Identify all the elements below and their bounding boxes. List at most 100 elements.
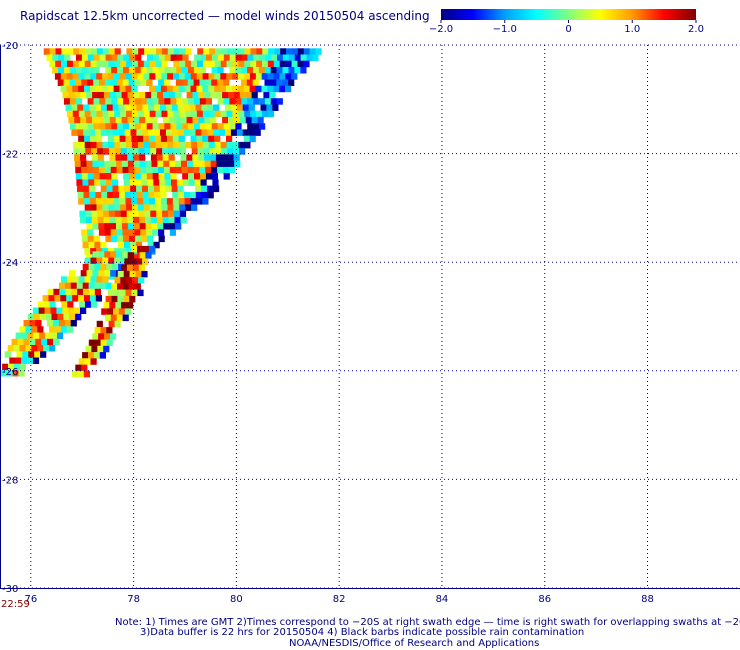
heat-cell [159, 185, 166, 193]
heat-cell [217, 67, 224, 74]
heat-cell [127, 160, 135, 168]
heat-cell [189, 104, 196, 111]
heat-cell [111, 283, 118, 290]
heat-cell [87, 166, 94, 174]
heat-cell [248, 129, 255, 136]
heat-cell [132, 210, 139, 218]
heat-cell [156, 216, 163, 224]
heat-cell [51, 313, 58, 321]
heat-cell [98, 92, 105, 99]
heat-cell [256, 110, 263, 118]
heat-cell [297, 48, 304, 55]
heat-cell [77, 191, 84, 199]
heat-cell [104, 160, 111, 168]
y-tick-label: -26 [2, 367, 18, 378]
heat-cell [74, 92, 81, 99]
heat-cell [111, 54, 118, 61]
heat-cell [208, 73, 215, 80]
heat-cell [171, 129, 178, 136]
heat-cell [183, 129, 190, 136]
heat-cell [102, 141, 109, 149]
heat-cell [129, 54, 136, 61]
heat-cell [164, 54, 171, 61]
heat-cell [80, 92, 87, 99]
heat-cell [29, 338, 36, 346]
heat-cell [169, 160, 176, 168]
heat-cell [116, 314, 123, 322]
heat-cell [114, 204, 121, 211]
heat-cell [134, 123, 142, 130]
heat-cell [177, 129, 184, 136]
heat-cell [38, 307, 45, 314]
heat-cell [110, 229, 117, 236]
heat-cell [43, 301, 50, 308]
heat-cell [131, 198, 138, 205]
colorbar-tick-label: −2.0 [429, 24, 453, 35]
heat-cell [169, 166, 176, 174]
heat-cell [109, 333, 117, 340]
heat-cell [121, 92, 128, 99]
heat-cell [208, 135, 215, 143]
heat-cell [102, 73, 109, 80]
heat-cell [149, 141, 156, 149]
heat-cell [300, 67, 307, 74]
heat-cell [64, 54, 71, 61]
heat-cell [0, 370, 7, 377]
heat-cell [134, 98, 142, 105]
heat-cell [74, 307, 81, 314]
heat-cell [120, 148, 127, 155]
heat-cell [165, 104, 173, 111]
heat-cell [22, 351, 29, 358]
heat-cell [243, 85, 250, 93]
heat-cell [132, 277, 139, 284]
heat-cell [146, 123, 153, 130]
heat-cell [160, 104, 167, 111]
heat-cell [33, 332, 40, 339]
heat-cell [107, 198, 114, 205]
heat-cell [202, 85, 209, 93]
heat-cell [211, 79, 218, 86]
heat-cell [143, 135, 150, 143]
heat-cell [73, 148, 80, 155]
heat-cell [139, 216, 146, 224]
note-line-1: Note: 1) Times are GMT 2)Times correspon… [115, 617, 740, 628]
heat-cell [276, 67, 283, 74]
heat-cell [102, 48, 109, 55]
heat-cell [110, 314, 117, 322]
heat-cell [148, 245, 155, 253]
heat-cell [282, 79, 289, 86]
heat-cell [180, 116, 187, 124]
heat-cell [133, 92, 140, 99]
heat-cell [98, 223, 105, 230]
heat-cell [238, 60, 245, 68]
heat-cell [210, 160, 217, 168]
heat-cell [226, 73, 233, 80]
heat-cell [126, 148, 133, 155]
heat-cell [94, 288, 101, 296]
heat-cell [91, 216, 98, 224]
heat-cell [158, 67, 165, 74]
heat-cell [35, 320, 42, 327]
heat-cell [267, 110, 275, 118]
heat-cell [134, 67, 141, 74]
heat-cell [203, 148, 210, 155]
heat-cell [211, 67, 218, 74]
heat-cell [192, 160, 200, 168]
heat-cell [117, 270, 124, 278]
heat-cell [111, 67, 118, 74]
heat-cell [204, 160, 211, 168]
heat-cell [88, 263, 95, 271]
heat-cell [132, 148, 139, 155]
heat-cell [72, 73, 79, 80]
heat-cell [75, 67, 82, 74]
heat-cell [300, 54, 307, 61]
heat-cell [125, 135, 132, 143]
heat-cell [86, 254, 93, 261]
heat-cell [140, 229, 147, 236]
heat-cell [161, 60, 168, 68]
heat-cell [84, 60, 91, 68]
heat-cell [189, 129, 196, 136]
heat-cell [124, 258, 131, 265]
heat-cell [174, 210, 181, 218]
heat-cell [267, 73, 274, 80]
